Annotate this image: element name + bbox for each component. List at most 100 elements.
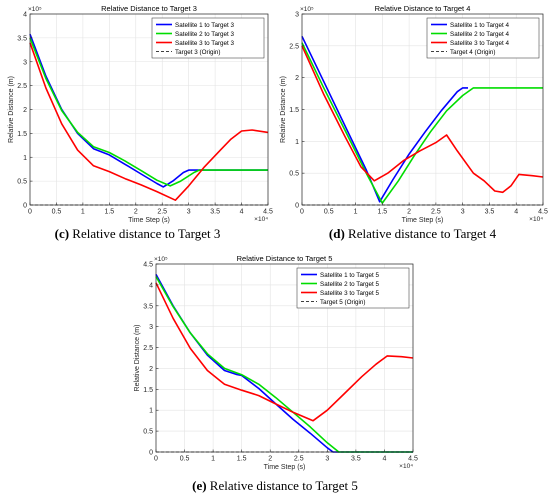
x-tick-label: 4.5	[408, 456, 418, 463]
x-tick-label: 2	[134, 209, 138, 216]
y-tick-label: 3	[149, 324, 153, 331]
x-tick-label: 0.5	[52, 209, 62, 216]
x-multiplier: ×10⁴	[529, 216, 543, 223]
x-tick-label: 3.5	[210, 209, 220, 216]
caption-letter: (c)	[54, 226, 70, 241]
y-tick-label: 3.5	[17, 35, 27, 42]
y-tick-label: 3	[295, 12, 299, 19]
y-multiplier: ×10⁵	[28, 6, 42, 13]
y-tick-label: 3	[23, 59, 27, 66]
x-tick-label: 1	[81, 209, 85, 216]
x-tick-label: 1	[211, 456, 215, 463]
x-tick-label: 4	[240, 209, 244, 216]
y-tick-label: 0	[23, 203, 27, 210]
legend-label-2: Satellite 2 to Target 3	[175, 31, 235, 38]
series-line-2	[29, 37, 268, 187]
x-tick-label: 2.5	[157, 209, 167, 216]
x-tick-label: 2.5	[294, 456, 304, 463]
caption-text: Relative distance to Target 3	[72, 226, 221, 241]
legend-label-3: Satellite 3 to Target 4	[450, 40, 510, 47]
x-tick-label: 2.5	[431, 209, 441, 216]
series-line-2	[155, 276, 413, 453]
caption-text: Relative distance to Target 5	[209, 478, 358, 493]
legend-label-1: Satellite 1 to Target 3	[175, 22, 235, 29]
x-tick-label: 0.5	[180, 456, 190, 463]
y-tick-label: 0.5	[143, 429, 153, 436]
y-tick-label: 2.5	[289, 43, 299, 50]
y-tick-label: 2	[23, 107, 27, 114]
legend-label-1: Satellite 1 to Target 4	[450, 22, 510, 29]
legend: Satellite 1 to Target 4 Satellite 2 to Ta…	[426, 17, 540, 59]
x-tick-label: 3	[461, 209, 465, 216]
x-tick-label: 0	[154, 456, 158, 463]
x-tick-label: 2	[268, 456, 272, 463]
x-tick-label: 4	[382, 456, 386, 463]
y-axis-label: Relative Distance (m)	[280, 76, 287, 143]
chart-title: Relative Distance to Target 5	[237, 254, 333, 263]
y-tick-label: 1.5	[17, 131, 27, 138]
y-tick-label: 1	[149, 408, 153, 415]
caption-text: Relative distance to Target 4	[348, 226, 497, 241]
caption-target-3: (c) Relative distance to Target 3	[0, 226, 275, 242]
y-tick-label: 2	[295, 75, 299, 82]
x-multiplier: ×10⁴	[254, 216, 268, 223]
x-axis-label: Time Step (s)	[402, 217, 444, 224]
x-tick-label: 3	[325, 456, 329, 463]
chart-target-4: 0 0.5 1 1.5 2 2.5 3 3.5 4 4.500.511.522.53×10⁵×10…	[280, 4, 548, 224]
y-tick-label: 1.5	[289, 107, 299, 114]
x-tick-label: 0	[300, 209, 304, 216]
y-axis-label: Relative Distance (m)	[8, 76, 15, 143]
y-tick-label: 0	[149, 450, 153, 457]
y-multiplier: ×10⁵	[154, 256, 168, 263]
x-tick-label: 4.5	[263, 209, 273, 216]
chart-panel-target-3: 0 0.5 1 1.5 2 2.5 3 3.5 4 4.5 0 0.5 1 1.5 2 2.5 3 3.5 4 ×10…	[0, 0, 275, 225]
x-tick-label: 1.5	[237, 456, 247, 463]
caption-letter: (d)	[328, 226, 345, 241]
y-tick-label: 1.5	[143, 387, 153, 394]
legend: Satellite 1 to Target 5 Satellite 2 to Ta…	[296, 267, 410, 309]
series-line-3	[29, 42, 269, 201]
x-tick-label: 1.5	[377, 209, 387, 216]
chart-target-3: 0 0.5 1 1.5 2 2.5 3 3.5 4 4.500.511.522.533.54×10…	[8, 4, 273, 224]
legend-label-2: Satellite 2 to Target 5	[320, 281, 380, 288]
y-tick-label: 0	[295, 203, 299, 210]
series-line-1	[301, 35, 468, 203]
series-line-3	[155, 282, 414, 422]
legend: Satellite 1 to Target 3 Satellite 2 to Ta…	[151, 17, 265, 59]
legend-label-4: Target 3 (Origin)	[175, 49, 221, 56]
x-tick-label: 3	[187, 209, 191, 216]
y-tick-label: 0.5	[17, 179, 27, 186]
y-tick-label: 3.5	[143, 303, 153, 310]
x-tick-label: 2	[407, 209, 411, 216]
x-tick-label: 4.5	[538, 209, 548, 216]
y-axis-label: Relative Distance (m)	[134, 325, 141, 392]
legend-label-4: Target 4 (Origin)	[450, 49, 496, 56]
y-tick-label: 1	[295, 139, 299, 146]
y-tick-label: 2.5	[17, 83, 27, 90]
chart-title: Relative Distance to Target 4	[375, 4, 471, 13]
x-axis-label: Time Step (s)	[128, 217, 170, 224]
x-tick-label: 4	[514, 209, 518, 216]
y-tick-label: 2	[149, 366, 153, 373]
chart-panel-target-5: 0 0.5 1 1.5 2 2.5 3 3.5 4 4.5 0 0.5 1 1.5 2 2.5 3 3.5 4 4.5…	[130, 252, 420, 474]
legend-label-4: Target 5 (Origin)	[320, 299, 366, 306]
x-axis-label: Time Step (s)	[264, 464, 306, 471]
caption-letter: (e)	[192, 478, 207, 493]
x-tick-label: 3.5	[485, 209, 495, 216]
caption-target-4: (d) Relative distance to Target 4	[275, 226, 550, 242]
series-line-3	[301, 45, 544, 194]
y-tick-label: 1	[23, 155, 27, 162]
legend-label-1: Satellite 1 to Target 5	[320, 272, 380, 279]
x-tick-label: 3.5	[351, 456, 361, 463]
chart-target-5: 0 0.5 1 1.5 2 2.5 3 3.5 4 4.5 0 0.5 1 1.5 2 2.5 3 3.5 4 4.5…	[134, 254, 418, 471]
legend-label-2: Satellite 2 to Target 4	[450, 31, 510, 38]
y-tick-label: 2.5	[143, 345, 153, 352]
y-multiplier: ×10⁵	[300, 6, 314, 13]
chart-panel-target-4: 0 0.5 1 1.5 2 2.5 3 3.5 4 4.5 0 0.5 1 1.5 2 2.5 3 ×10⁵ ×10…	[275, 0, 550, 225]
y-tick-label: 0.5	[289, 171, 299, 178]
axes-box	[155, 263, 414, 453]
y-tick-label: 4	[149, 282, 153, 289]
caption-target-5: (e) Relative distance to Target 5	[130, 478, 420, 494]
x-tick-label: 0.5	[324, 209, 334, 216]
x-tick-label: 1	[354, 209, 358, 216]
